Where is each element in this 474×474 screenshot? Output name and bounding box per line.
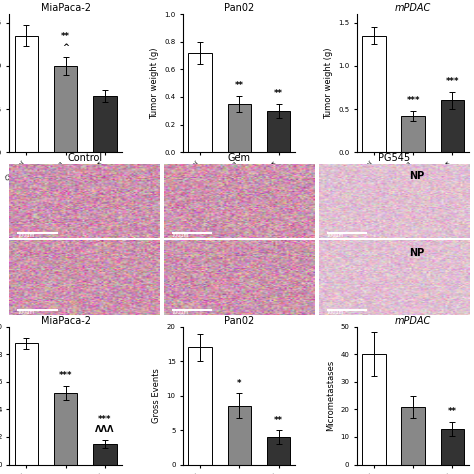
- Y-axis label: Tumor weight (g): Tumor weight (g): [324, 47, 333, 119]
- Bar: [267, 111, 291, 152]
- Text: 100μm: 100μm: [17, 233, 35, 238]
- Bar: [188, 53, 212, 152]
- Title: mPDAC: mPDAC: [395, 3, 431, 13]
- Title: Pan02: Pan02: [224, 3, 255, 13]
- Title: Pan02: Pan02: [224, 316, 255, 326]
- Bar: [54, 66, 77, 152]
- Text: **: **: [274, 416, 283, 425]
- Bar: [93, 96, 117, 152]
- Y-axis label: Tumor weight (g): Tumor weight (g): [150, 47, 159, 119]
- Bar: [362, 354, 386, 465]
- Text: 100μm: 100μm: [327, 233, 344, 238]
- Bar: [228, 406, 251, 465]
- Title: MiaPaca-2: MiaPaca-2: [41, 3, 91, 13]
- Bar: [93, 444, 117, 465]
- Title: PG545: PG545: [378, 153, 410, 163]
- Bar: [401, 116, 425, 152]
- Bar: [15, 36, 38, 152]
- Text: **: **: [274, 89, 283, 98]
- Text: NP: NP: [409, 171, 424, 181]
- Bar: [441, 100, 464, 152]
- Text: **: **: [448, 407, 457, 416]
- Bar: [54, 393, 77, 465]
- Y-axis label: Gross Events: Gross Events: [152, 368, 161, 423]
- Bar: [188, 347, 212, 465]
- Text: **
^: ** ^: [61, 32, 70, 52]
- Text: 100μm: 100μm: [172, 310, 189, 315]
- Text: 100μm: 100μm: [17, 310, 35, 315]
- Bar: [362, 36, 386, 152]
- Bar: [441, 428, 464, 465]
- Title: mPDAC: mPDAC: [395, 316, 431, 326]
- Text: ***: ***: [446, 77, 459, 86]
- Text: *: *: [237, 379, 242, 388]
- Text: NP: NP: [409, 248, 424, 258]
- Bar: [267, 437, 291, 465]
- Text: 100μm: 100μm: [172, 233, 189, 238]
- Title: MiaPaca-2: MiaPaca-2: [41, 316, 91, 326]
- Text: ***: ***: [406, 96, 420, 105]
- Text: **: **: [235, 81, 244, 90]
- Title: Gem: Gem: [228, 153, 251, 163]
- Y-axis label: Micrometastases: Micrometastases: [326, 360, 335, 431]
- Text: ***: ***: [59, 372, 73, 381]
- Text: ***
ΛΛΛ: *** ΛΛΛ: [95, 415, 115, 434]
- Bar: [228, 104, 251, 152]
- Bar: [401, 407, 425, 465]
- Text: 100μm: 100μm: [327, 310, 344, 315]
- Title: Control: Control: [67, 153, 102, 163]
- Bar: [15, 343, 38, 465]
